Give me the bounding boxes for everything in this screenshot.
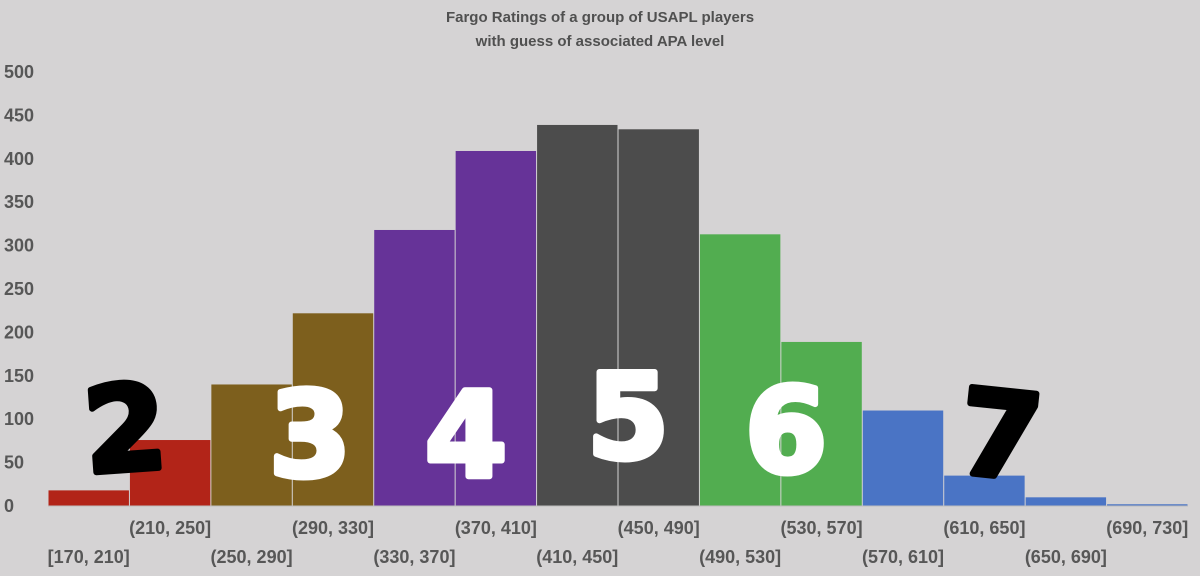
x-tick-label: [170, 210] bbox=[48, 547, 130, 567]
x-tick-label: (490, 530] bbox=[699, 547, 781, 567]
y-tick-label: 0 bbox=[4, 496, 14, 516]
bar bbox=[455, 150, 537, 506]
x-tick-label: (370, 410] bbox=[455, 518, 537, 538]
bar bbox=[699, 234, 781, 507]
chart-title: Fargo Ratings of a group of USAPL player… bbox=[446, 9, 754, 26]
chart-subtitle: with guess of associated APA level bbox=[475, 33, 725, 50]
level-annotation: 6 bbox=[745, 362, 827, 500]
x-tick-label: (410, 450] bbox=[536, 547, 618, 567]
bars bbox=[48, 124, 1188, 507]
bar bbox=[944, 475, 1025, 506]
level-annotation: 3 bbox=[269, 366, 351, 504]
y-axis-ticks: 0 50 100 150 200 250 300 350 400 450 500 bbox=[4, 62, 34, 516]
x-tick-label: (570, 610] bbox=[862, 547, 944, 567]
x-tick-label: (650, 690] bbox=[1025, 547, 1107, 567]
bar bbox=[781, 341, 862, 506]
bar bbox=[292, 313, 374, 506]
bar bbox=[374, 229, 455, 506]
y-tick-label: 100 bbox=[4, 409, 34, 429]
x-tick-label: (330, 370] bbox=[373, 547, 455, 567]
level-annotation: 2 bbox=[79, 357, 171, 500]
bar bbox=[129, 440, 211, 506]
y-tick-label: 450 bbox=[4, 105, 34, 125]
x-tick-label: (250, 290] bbox=[211, 547, 293, 567]
y-tick-label: 250 bbox=[4, 279, 34, 299]
bar bbox=[1107, 504, 1188, 506]
bar bbox=[1025, 497, 1107, 506]
bar bbox=[862, 410, 944, 506]
x-axis-ticks: [170, 210] (210, 250](250, 290] (290, 330]… bbox=[48, 518, 1189, 567]
y-tick-label: 150 bbox=[4, 366, 34, 386]
x-tick-label: (690, 730] bbox=[1106, 518, 1188, 538]
level-annotation: 4 bbox=[425, 366, 507, 504]
bar bbox=[537, 124, 618, 506]
x-tick-label: (290, 330] bbox=[292, 518, 374, 538]
y-tick-label: 400 bbox=[4, 149, 34, 169]
bar bbox=[211, 384, 292, 506]
bar bbox=[618, 129, 699, 506]
x-tick-label: (610, 650] bbox=[943, 518, 1025, 538]
level-annotation: 7 bbox=[952, 362, 1048, 508]
y-tick-label: 300 bbox=[4, 236, 34, 256]
y-tick-label: 500 bbox=[4, 62, 34, 82]
y-tick-label: 50 bbox=[4, 453, 24, 473]
bar bbox=[48, 490, 129, 506]
x-tick-label: (530, 570] bbox=[781, 518, 863, 538]
y-tick-label: 200 bbox=[4, 322, 34, 342]
x-tick-label: (210, 250] bbox=[129, 518, 211, 538]
x-tick-label: (450, 490] bbox=[618, 518, 700, 538]
y-tick-label: 350 bbox=[4, 192, 34, 212]
level-annotation: 5 bbox=[587, 348, 669, 486]
